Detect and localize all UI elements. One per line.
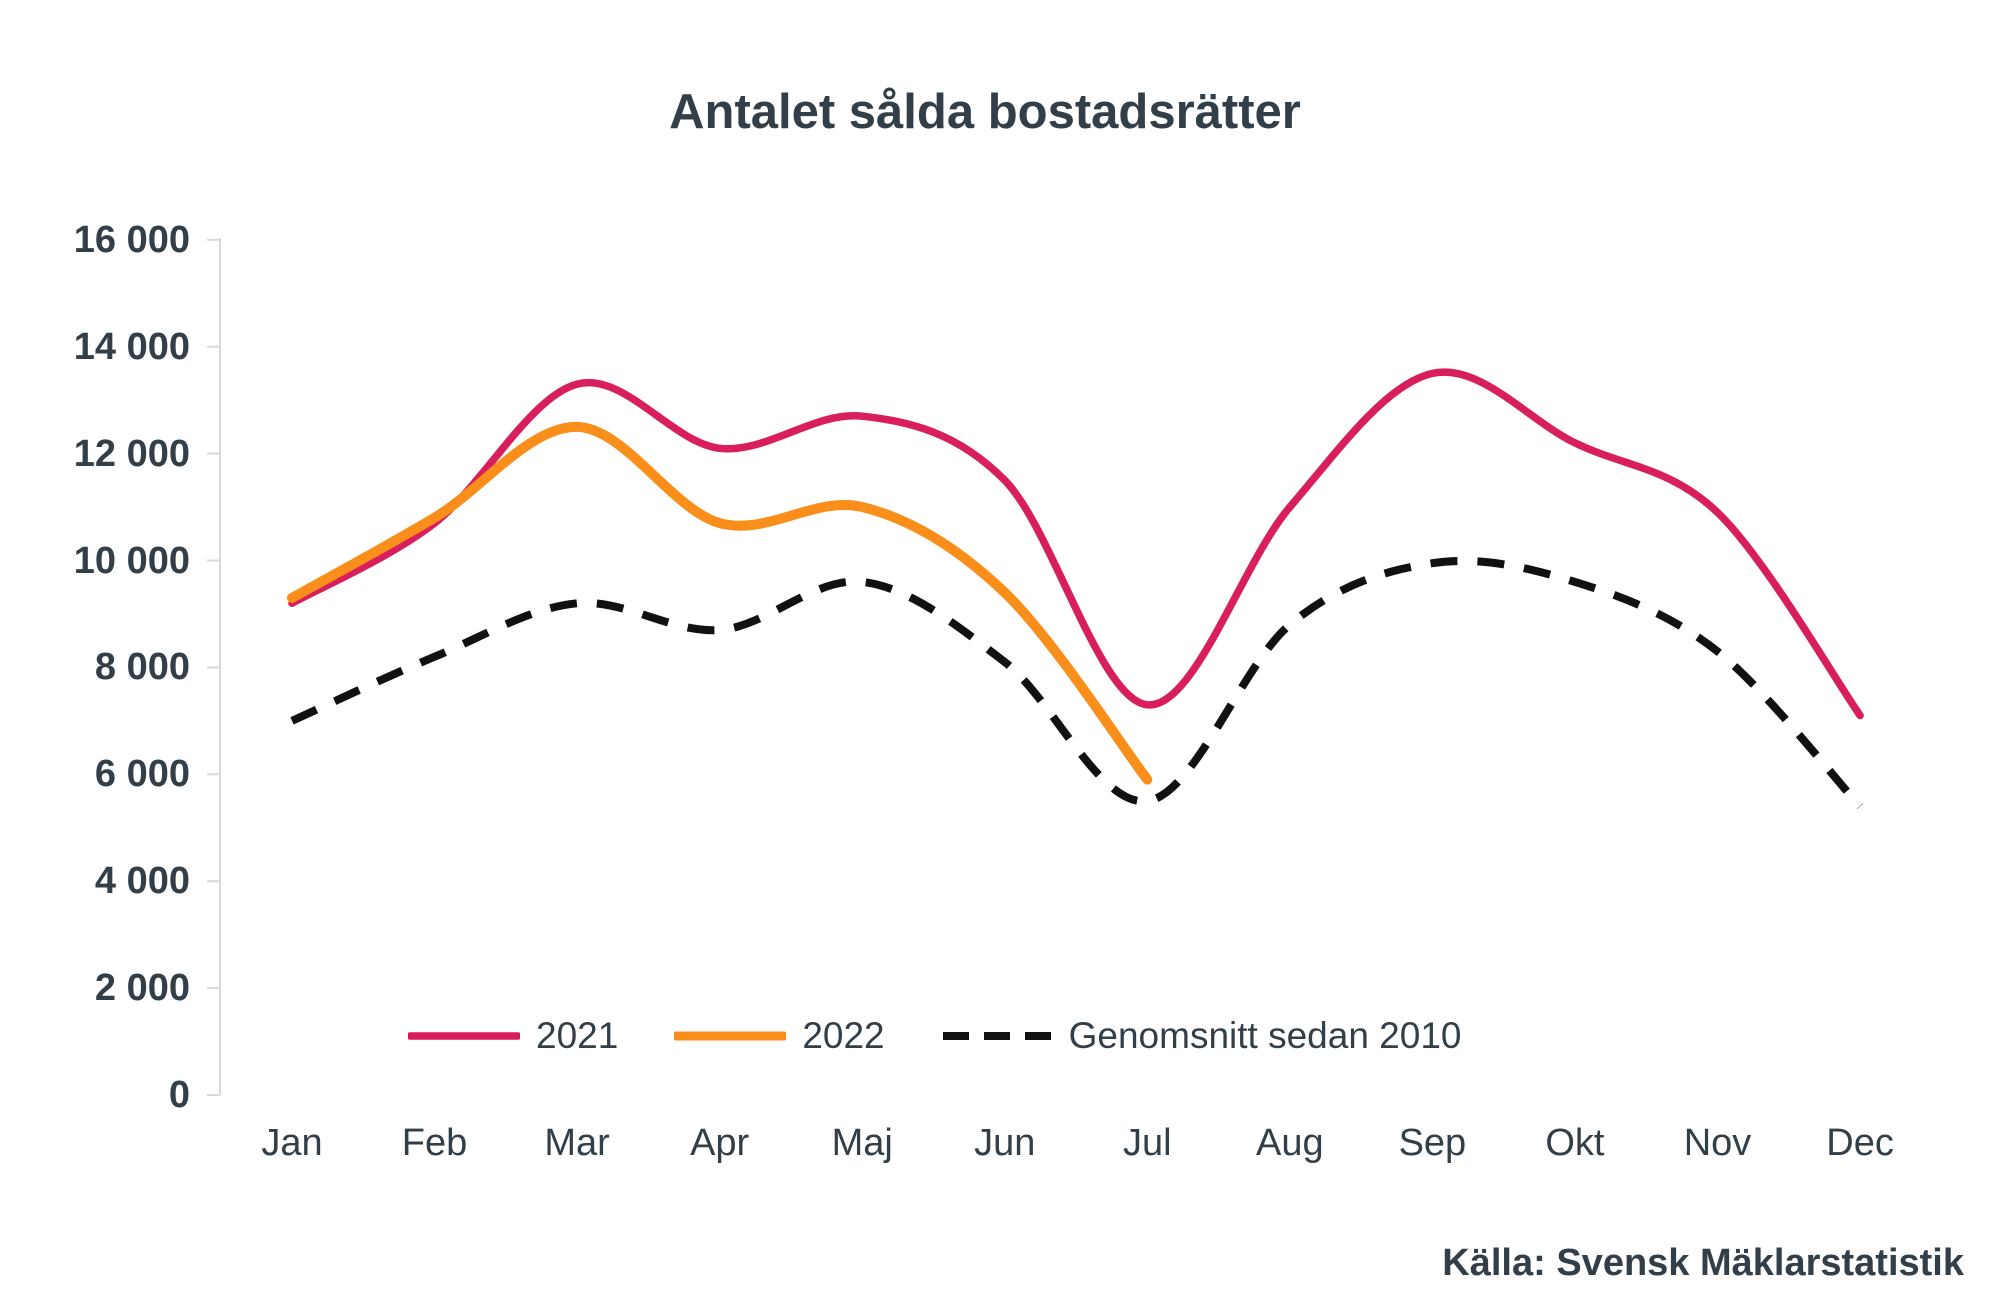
- legend-item-average: Genomsnitt sedan 2010: [941, 1015, 1462, 1057]
- x-axis-label-aug: Aug: [1256, 1122, 1324, 1164]
- y-axis-label: 14 000: [73, 325, 190, 368]
- x-axis-label-jun: Jun: [974, 1122, 1036, 1164]
- chart-title: Antalet sålda bostadsrätter: [669, 85, 1301, 139]
- y-axis-label: 0: [168, 1074, 190, 1116]
- x-axis-label-nov: Nov: [1683, 1122, 1752, 1164]
- y-axis-label: 6 000: [94, 753, 190, 796]
- x-axis-label-feb: Feb: [401, 1122, 468, 1164]
- y-axis-label: 10 000: [73, 539, 190, 582]
- x-axis-label-jan: Jan: [261, 1122, 323, 1164]
- legend-item-2021: 2021: [408, 1015, 618, 1057]
- legend-label: Genomsnitt sedan 2010: [1068, 1015, 1462, 1056]
- series-line-2021: [288, 368, 1864, 720]
- legend-swatch-2021: [408, 1032, 520, 1040]
- x-axis-label-maj: Maj: [831, 1122, 893, 1164]
- y-axis-label: 16 000: [73, 218, 190, 261]
- legend: 2021 2022 Genomsnitt sedan 2010: [408, 1010, 1462, 1062]
- x-axis-label-okt: Okt: [1545, 1122, 1605, 1164]
- x-axis-label-jul: Jul: [1123, 1122, 1172, 1164]
- x-axis-label-mar: Mar: [544, 1122, 610, 1164]
- legend-item-2022: 2022: [674, 1015, 885, 1057]
- y-axis-label: 12 000: [73, 432, 190, 475]
- legend-swatch-2022: [674, 1031, 787, 1041]
- y-axis-label: 8 000: [94, 646, 190, 689]
- legend-label: 2022: [802, 1015, 885, 1056]
- y-axis-label: 2 000: [94, 967, 190, 1010]
- x-axis-label-sep: Sep: [1398, 1122, 1467, 1164]
- x-axis-label-apr: Apr: [690, 1122, 750, 1164]
- legend-swatch-average: [942, 1032, 1051, 1040]
- source-credit: Källa: Svensk Mäklarstatistik: [1442, 1242, 1964, 1284]
- series-line-average: [290, 556, 1864, 810]
- series-line-2022: [287, 421, 1153, 785]
- y-axis-label: 4 000: [94, 860, 190, 903]
- legend-label: 2021: [536, 1015, 619, 1056]
- x-axis-label-dec: Dec: [1826, 1122, 1894, 1164]
